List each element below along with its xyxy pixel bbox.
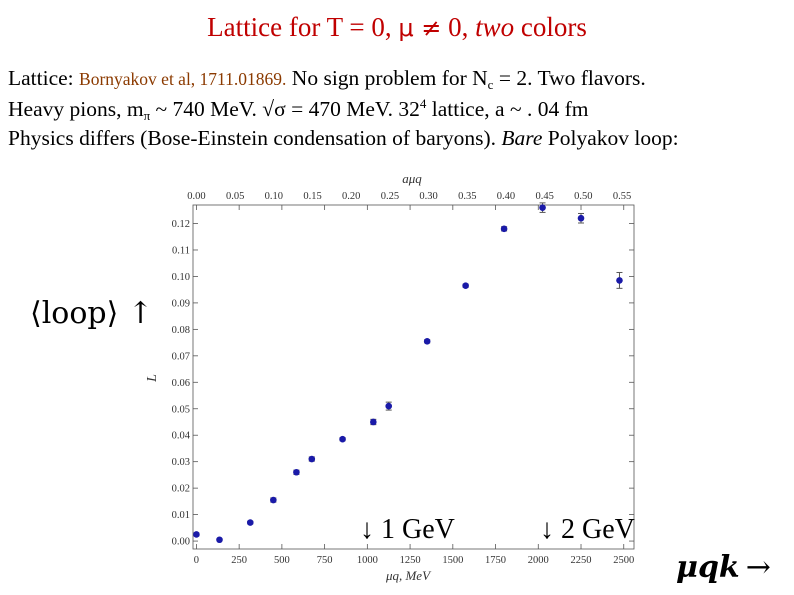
y-tick-label: 0.10 <box>172 272 190 283</box>
top-x-tick-label: 0.40 <box>497 191 515 202</box>
data-point <box>616 271 623 289</box>
data-point <box>385 401 393 411</box>
data-point <box>308 455 316 463</box>
data-marker <box>577 214 585 222</box>
data-point <box>293 468 300 476</box>
y-tick-label: 0.12 <box>172 219 190 230</box>
top-x-tick-label: 0.55 <box>613 191 631 202</box>
data-point <box>577 212 585 224</box>
y-tick-label: 0.02 <box>172 484 190 495</box>
y-tick-label: 0.06 <box>172 378 190 389</box>
citation: Bornyakov et al, 1711.01869. <box>79 69 287 89</box>
x-tick-label: 1000 <box>357 555 378 566</box>
top-x-tick-label: 0.10 <box>265 191 283 202</box>
x-tick-label: 2000 <box>528 555 549 566</box>
x-tick-label: 2500 <box>613 555 634 566</box>
data-marker <box>293 468 300 476</box>
top-x-tick-label: 0.50 <box>574 191 592 202</box>
data-point <box>423 337 431 345</box>
data-point <box>462 282 469 290</box>
x-tick-label: 250 <box>231 555 247 566</box>
data-marker <box>216 536 223 544</box>
one-gev-marker: ↓ 1 GeV <box>360 514 455 545</box>
mu-annotation: μqk → <box>676 550 771 585</box>
top-x-tick-label: 0.30 <box>419 191 437 202</box>
data-marker <box>385 402 393 410</box>
data-marker <box>270 496 277 504</box>
data-point <box>539 202 546 213</box>
data-point <box>216 536 223 544</box>
top-x-tick-label: 0.45 <box>535 191 553 202</box>
chart-axes: 0 250 500 750 1000 1250 1500 1750 2000 2250 2500 0.… <box>145 171 635 583</box>
x-tick-label: 0 <box>194 555 199 566</box>
data-marker <box>193 531 200 538</box>
data-point <box>270 496 277 504</box>
chart-marks <box>193 202 623 544</box>
x-tick-label: 500 <box>274 555 290 566</box>
data-marker <box>308 455 316 463</box>
text-line-2: Heavy pions, mπ ~ 740 MeV. √σ = 470 MeV.… <box>8 96 589 123</box>
top-x-tick-label: 0.00 <box>187 191 205 202</box>
data-marker <box>423 337 431 345</box>
data-point <box>370 418 377 426</box>
y-tick-label: 0.11 <box>172 245 190 256</box>
data-marker <box>539 204 546 211</box>
text-line-3: Physics differs (Bose-Einstein condensat… <box>8 126 679 150</box>
top-x-tick-label: 0.15 <box>303 191 321 202</box>
y-tick-label: 0.07 <box>172 351 190 362</box>
top-x-tick-label: 0.35 <box>458 191 476 202</box>
data-marker <box>462 282 469 290</box>
data-marker <box>339 435 346 443</box>
two-gev-marker: ↓ 2 GeV <box>540 514 635 545</box>
y-tick-label: 0.09 <box>172 298 190 309</box>
x-tick-label: 2250 <box>571 555 592 566</box>
data-point <box>193 531 200 538</box>
y-tick-label: 0.04 <box>172 431 191 442</box>
top-x-tick-label: 0.25 <box>381 191 399 202</box>
y-tick-label: 0.08 <box>172 325 190 336</box>
data-marker <box>370 418 377 426</box>
data-marker <box>500 225 508 233</box>
y-tick-label: 0.03 <box>172 457 190 468</box>
x-axis-label: μq, MeV <box>385 568 432 583</box>
top-x-tick-label: 0.05 <box>226 191 244 202</box>
y-tick-label: 0.05 <box>172 404 190 415</box>
y-tick-label: 0.00 <box>172 537 190 548</box>
x-tick-label: 1750 <box>485 555 506 566</box>
x-tick-label: 1250 <box>400 555 421 566</box>
data-marker <box>246 519 254 526</box>
x-tick-label: 1500 <box>442 555 463 566</box>
data-point <box>339 435 346 443</box>
y-axis-label: L <box>145 374 160 383</box>
text-line-1: Lattice: Bornyakov et al, 1711.01869. No… <box>8 66 646 92</box>
data-point <box>246 519 254 526</box>
loop-annotation: ⟨loop⟩ ↑ <box>30 296 154 331</box>
x-tick-label: 750 <box>317 555 333 566</box>
plot-frame <box>192 204 635 550</box>
data-point <box>500 225 508 233</box>
top-x-axis-label: aμq <box>402 171 422 186</box>
slide-title: Lattice for T = 0, μ ≠ 0, two colors <box>207 12 587 42</box>
y-tick-label: 0.01 <box>172 510 190 521</box>
data-marker <box>616 277 623 284</box>
top-x-tick-label: 0.20 <box>342 191 360 202</box>
